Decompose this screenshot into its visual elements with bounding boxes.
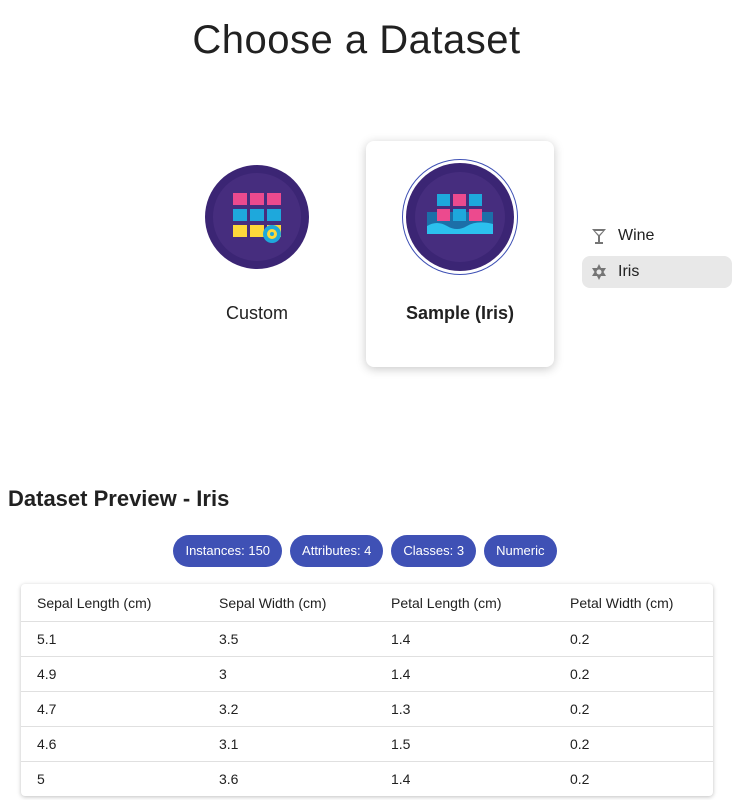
table-cell: 3.2: [203, 691, 375, 727]
wine-glass-icon: [592, 229, 606, 244]
table-row: 5.1 3.5 1.4 0.2: [21, 621, 713, 657]
sample-item-wine[interactable]: Wine: [582, 220, 732, 252]
preview-table: Sepal Length (cm) Sepal Width (cm) Petal…: [21, 584, 713, 796]
attributes-chip: Attributes: 4: [290, 535, 384, 567]
table-row: 4.7 3.2 1.3 0.2: [21, 691, 713, 727]
custom-dataset-option[interactable]: Custom: [163, 141, 351, 367]
table-cell: 4.6: [21, 726, 203, 762]
sample-item-iris[interactable]: Iris: [582, 256, 732, 288]
column-header: Petal Width (cm): [554, 584, 713, 622]
table-header: Sepal Length (cm) Sepal Width (cm) Petal…: [21, 584, 713, 622]
table-cell: 0.2: [554, 621, 713, 657]
sample-dataset-icon: [406, 163, 514, 271]
table-cell: 1.4: [375, 621, 554, 657]
sample-item-label: Wine: [618, 227, 655, 244]
type-chip: Numeric: [484, 535, 557, 567]
custom-option-label: Custom: [225, 303, 288, 323]
sample-dataset-option[interactable]: Sample (Iris): [366, 141, 554, 367]
column-header: Sepal Width (cm): [203, 584, 375, 622]
table-cell: 1.3: [375, 691, 554, 727]
table-cell: 3.5: [203, 621, 375, 657]
sample-item-label: Iris: [618, 263, 640, 280]
table-cell: 1.4: [375, 656, 554, 692]
table-cell: 1.4: [391, 771, 411, 787]
table-row: 5 3.6 1.4 0.2: [21, 762, 713, 797]
sample-dataset-list: Wine Iris: [582, 220, 732, 292]
table-cell: 3.1: [203, 726, 375, 762]
custom-dataset-icon: [205, 165, 309, 269]
page-title: Choose a Dataset: [192, 18, 521, 62]
instances-chip: Instances: 150: [173, 535, 283, 567]
table-cell: 0.2: [554, 726, 713, 762]
table-cell: 0.2: [554, 656, 713, 692]
table-cell: 5.1: [21, 621, 203, 657]
sample-option-label: Sample (Iris): [405, 303, 515, 323]
table-cell: 3.6: [219, 771, 239, 787]
column-header: Petal Length (cm): [375, 584, 554, 622]
table-cell: 4.9: [21, 656, 203, 692]
preview-heading: Dataset Preview - Iris: [8, 486, 230, 511]
flower-icon: [592, 264, 606, 280]
table-cell: 5: [37, 771, 45, 787]
table-row: 4.9 3 1.4 0.2: [21, 656, 713, 692]
dataset-stats: Instances: 150 Attributes: 4 Classes: 3 …: [0, 535, 730, 567]
table-row: 4.6 3.1 1.5 0.2: [21, 726, 713, 762]
classes-chip: Classes: 3: [391, 535, 477, 567]
table-cell: 1.5: [375, 726, 554, 762]
table-cell: 0.2: [554, 691, 713, 727]
table-cell: 3: [203, 656, 375, 692]
table-cell: 4.7: [21, 691, 203, 727]
table-cell: 0.2: [570, 771, 590, 787]
column-header: Sepal Length (cm): [21, 584, 203, 622]
